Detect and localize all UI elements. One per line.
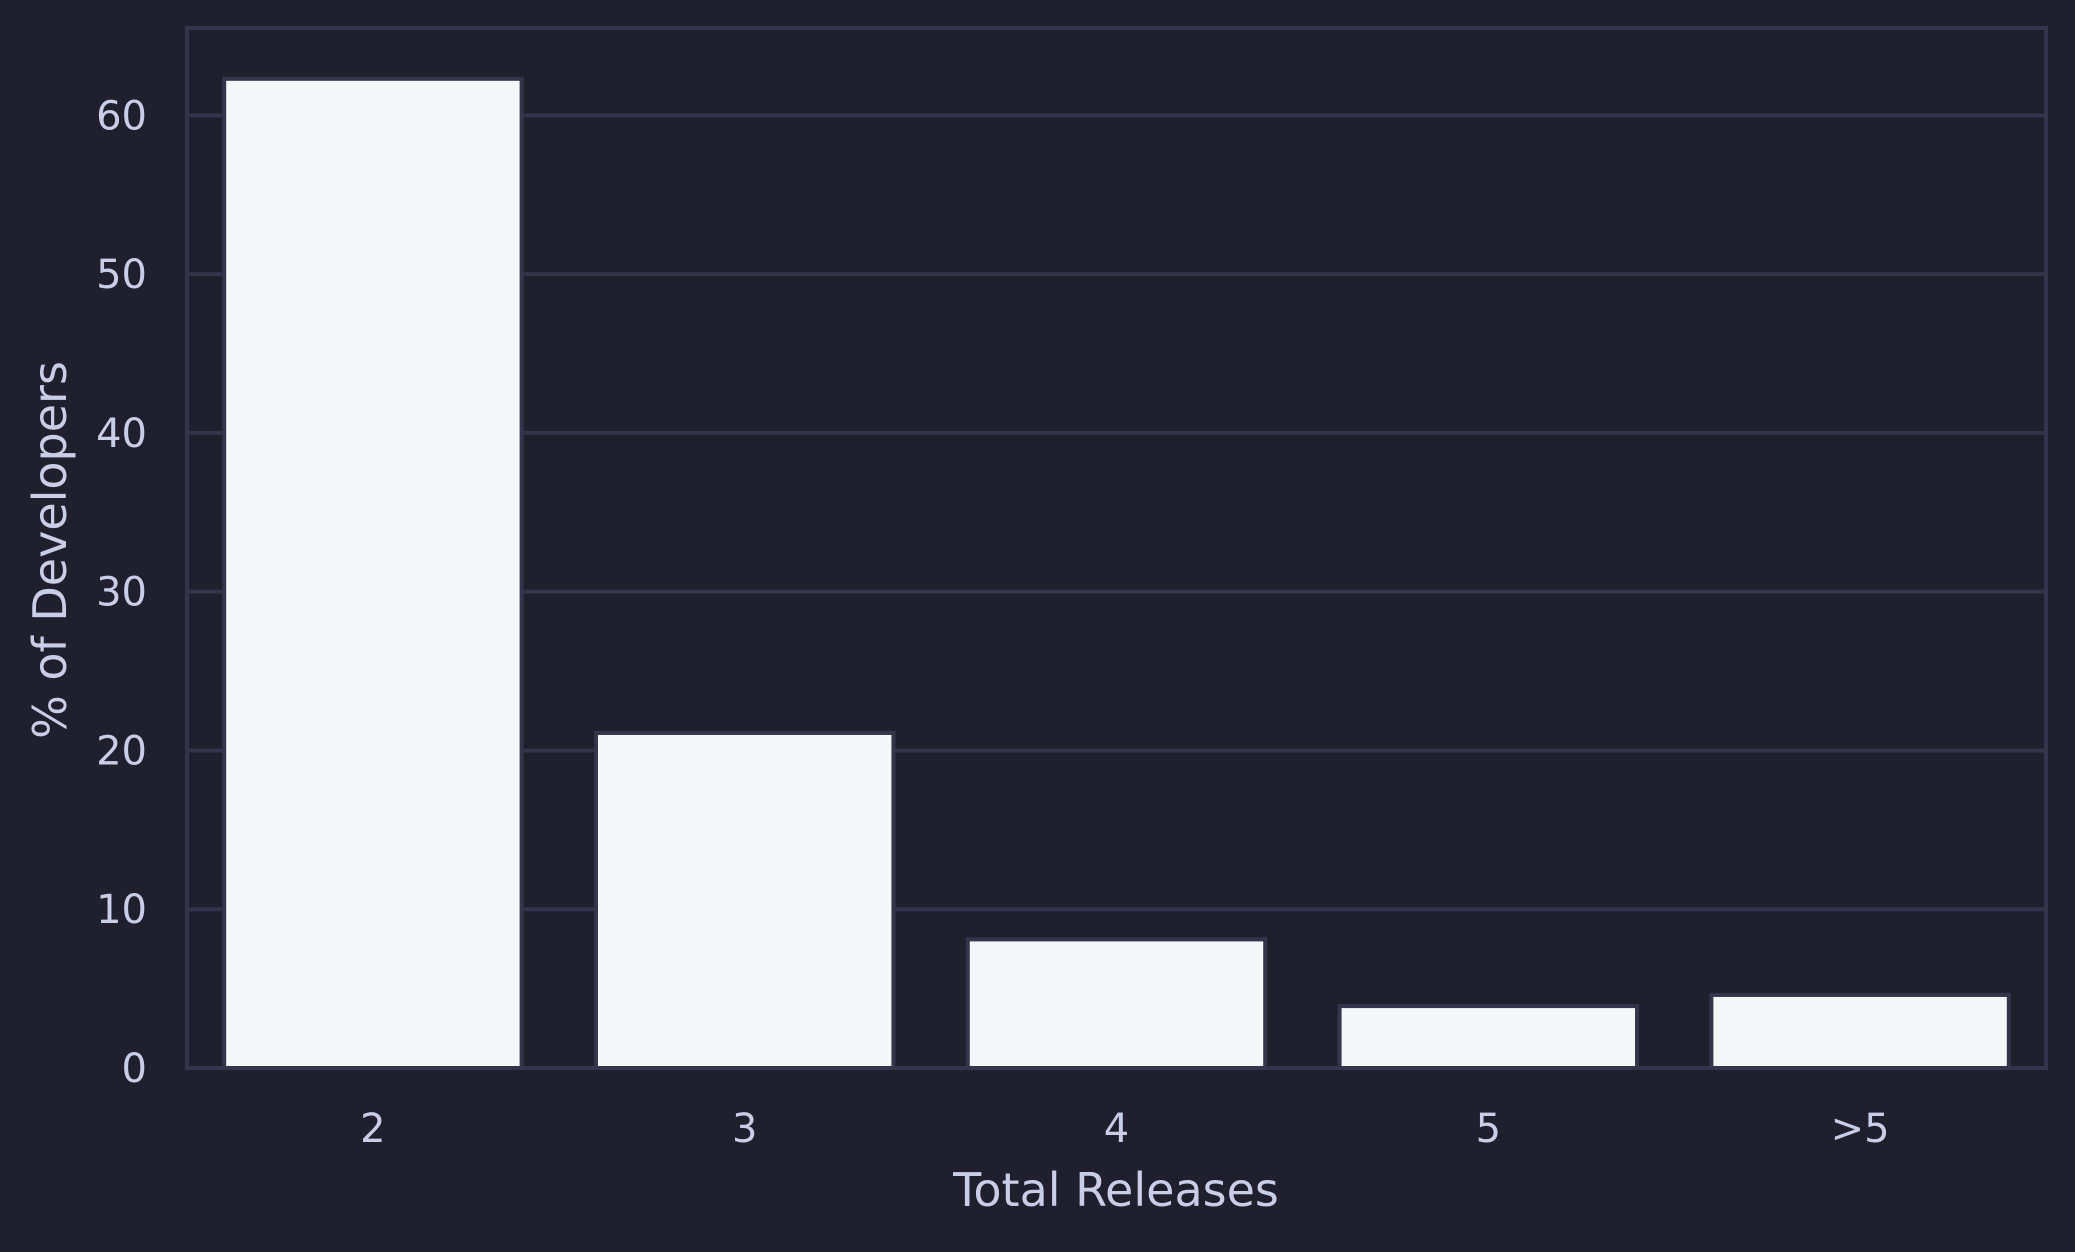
bar-4 bbox=[965, 937, 1268, 1071]
y-tick-label: 20 bbox=[96, 728, 147, 774]
x-tick-label: 3 bbox=[732, 1106, 757, 1152]
y-tick-label: 10 bbox=[96, 887, 147, 933]
x-tick-label: 4 bbox=[1104, 1106, 1129, 1152]
x-tick-label: >5 bbox=[1831, 1106, 1890, 1152]
y-tick-label: 0 bbox=[122, 1046, 147, 1092]
x-axis-ticks: 2 3 4 5 >5 bbox=[360, 1106, 1889, 1152]
bar-2 bbox=[222, 76, 524, 1071]
plot-frame bbox=[185, 26, 2048, 1070]
y-tick-label: 40 bbox=[96, 411, 147, 457]
bar-3 bbox=[593, 730, 896, 1070]
y-axis-label: % of Developers bbox=[23, 361, 77, 739]
x-tick-label: 2 bbox=[360, 1106, 385, 1152]
y-tick-label: 30 bbox=[96, 570, 147, 616]
bar-5 bbox=[1337, 1004, 1640, 1071]
x-tick-label: 5 bbox=[1476, 1106, 1501, 1152]
y-axis-ticks: 0 10 20 30 40 50 60 bbox=[96, 93, 147, 1092]
x-axis-label: Total Releases bbox=[952, 1163, 1279, 1217]
y-tick-label: 50 bbox=[96, 252, 147, 298]
bars bbox=[222, 76, 2011, 1071]
bar->5 bbox=[1709, 992, 2011, 1071]
y-tick-label: 60 bbox=[96, 93, 147, 139]
